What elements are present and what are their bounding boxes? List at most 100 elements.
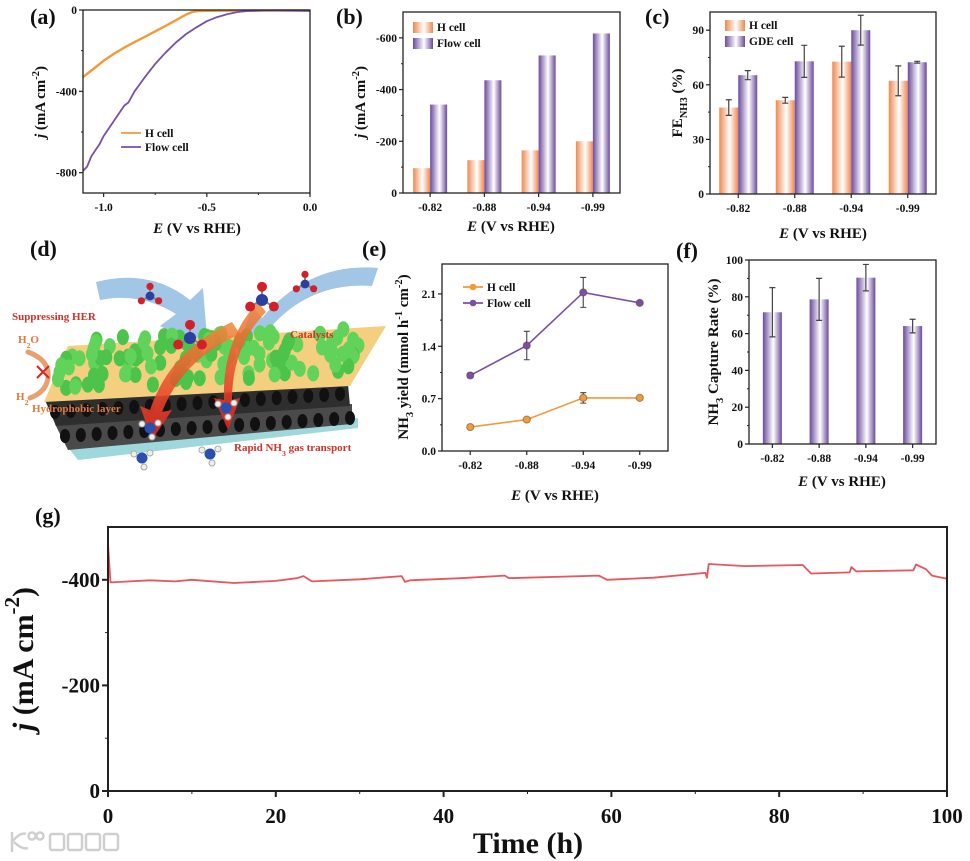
- y-axis-title: FENH3 (%): [670, 69, 689, 138]
- oxygen-atom: [257, 281, 267, 292]
- catalyst-particle: [119, 366, 131, 383]
- label-segment: (mA cm: [33, 79, 49, 134]
- error-bar: [816, 277, 823, 321]
- legend-label: GDE cell: [749, 36, 793, 48]
- x-tick-label: -0.88: [515, 460, 539, 472]
- hydrogen-atom: [148, 433, 156, 441]
- carbon-fiber-dot: [255, 392, 266, 406]
- bar-flow-cell: [484, 80, 502, 193]
- label-h2o: H2O: [18, 334, 39, 350]
- y-tick-label: 40: [732, 365, 744, 377]
- legend-marker: [469, 283, 477, 291]
- x-axis-title: E (V vs RHE): [778, 226, 867, 242]
- legend-item: Flow cell: [121, 142, 189, 154]
- plot-frame: [82, 9, 311, 194]
- error-bar: [801, 44, 808, 78]
- error-bar: [782, 96, 789, 104]
- label-segment: H: [16, 391, 25, 403]
- series-line-stability: [107, 543, 948, 584]
- error-bar: [914, 60, 921, 64]
- catalyst-particle: [145, 358, 157, 375]
- panel-c: (c) 0 30 60 90 -0.82 -0.88 -0.94 -0.99 E (V vs RH…: [645, 4, 937, 242]
- legend-label: H cell: [749, 20, 777, 32]
- label-segment: Time (h): [473, 827, 583, 860]
- catalyst-particle: [214, 369, 227, 386]
- carbon-fiber-dot: [287, 390, 298, 404]
- hydrogen-atom: [198, 446, 206, 454]
- catalyst-particle: [124, 348, 137, 365]
- x-axis-title: E (V vs RHE): [797, 474, 886, 490]
- carbon-fiber-dot: [313, 413, 324, 427]
- bar-flow-cell: [592, 33, 610, 194]
- error-bar: [725, 99, 732, 116]
- oxygen-atom: [245, 301, 256, 312]
- label-segment: ): [353, 66, 369, 71]
- legend-item: Flow cell: [463, 298, 531, 310]
- catalyst-particle: [129, 367, 142, 383]
- catalyst-particle: [137, 333, 150, 350]
- x-tick-label: 20: [265, 804, 286, 828]
- panel-label-b: (b): [336, 4, 363, 29]
- y-tick-label: 100: [726, 255, 744, 267]
- blocked-x-icon: [36, 365, 50, 379]
- carbon-fiber-dot: [170, 422, 181, 436]
- y-tick-label: -200: [376, 136, 397, 148]
- catalyst-particle: [92, 377, 105, 393]
- oxygen-atom: [301, 270, 309, 278]
- x-tick-label: -0.94: [839, 203, 863, 215]
- panel-a: (a) 0 -400 -800 -1.0 -0.5 0.0 E (V vs RHE) j (mA…: [30, 4, 317, 237]
- catalyst-particle: [253, 356, 266, 373]
- carbon-fiber-dot: [250, 417, 260, 431]
- y-axis-title: j (mA cm-2): [31, 66, 50, 140]
- label-segment: E: [510, 488, 521, 504]
- label-segment: E: [466, 219, 477, 235]
- hydrogen-atom: [208, 459, 216, 467]
- carbon-fiber-dot: [123, 425, 134, 439]
- legend-swatch: [725, 20, 745, 31]
- nitrogen-atom: [300, 279, 310, 289]
- label-segment: -2: [394, 279, 405, 288]
- hydrogen-atom: [230, 399, 238, 407]
- data-point: [579, 288, 588, 297]
- carbon-fiber-dot: [192, 396, 203, 410]
- bar-h-cell: [832, 61, 852, 194]
- carbon-fiber-dot: [113, 401, 124, 415]
- label-segment: gas transport: [286, 442, 352, 454]
- data-point: [579, 393, 588, 402]
- panel-label-f: (f): [676, 238, 698, 263]
- label-segment: H: [18, 334, 27, 346]
- carbon-fiber-dot: [65, 404, 76, 418]
- bar-h-cell: [888, 80, 908, 194]
- nitrogen-atom: [183, 331, 197, 345]
- carbon-fiber-dot: [50, 405, 60, 419]
- label-suppressing-her: Suppressing HER: [12, 311, 97, 323]
- plot-frame: [709, 11, 937, 195]
- catalyst-particle: [313, 326, 326, 343]
- x-tick-label: -0.99: [896, 203, 920, 215]
- bar-flow-cell: [538, 55, 556, 193]
- panel-b: (b) 0 -200 -400 -600 -0.82 -0.88 -0.94 -0.99 E (V…: [336, 4, 621, 235]
- catalyst-particle: [253, 325, 266, 342]
- x-tick-label: -0.94: [527, 202, 551, 214]
- label-segment: (mA cm: [7, 614, 40, 722]
- x-tick-label: -0.99: [628, 460, 652, 472]
- label-segment: FE: [670, 118, 686, 137]
- legend-label: Flow cell: [437, 38, 481, 50]
- carbon-fiber-dot: [91, 427, 102, 441]
- y-tick-label: 30: [693, 134, 705, 146]
- catalyst-particle: [285, 354, 298, 371]
- panel-label-c: (c): [645, 4, 669, 29]
- panel-label-a: (a): [30, 4, 56, 29]
- data-point: [466, 422, 475, 432]
- molecules: [130, 270, 318, 471]
- label-segment: NH: [396, 417, 412, 440]
- oxygen-atom: [146, 282, 154, 290]
- legend-swatch: [725, 36, 745, 47]
- x-tick-label: -0.94: [571, 460, 595, 472]
- legend-label: H cell: [145, 128, 173, 140]
- legend-item: H cell: [725, 20, 777, 32]
- series-line-flow-cell: [82, 9, 311, 172]
- oxygen-atom: [173, 339, 184, 350]
- data-point: [466, 371, 475, 380]
